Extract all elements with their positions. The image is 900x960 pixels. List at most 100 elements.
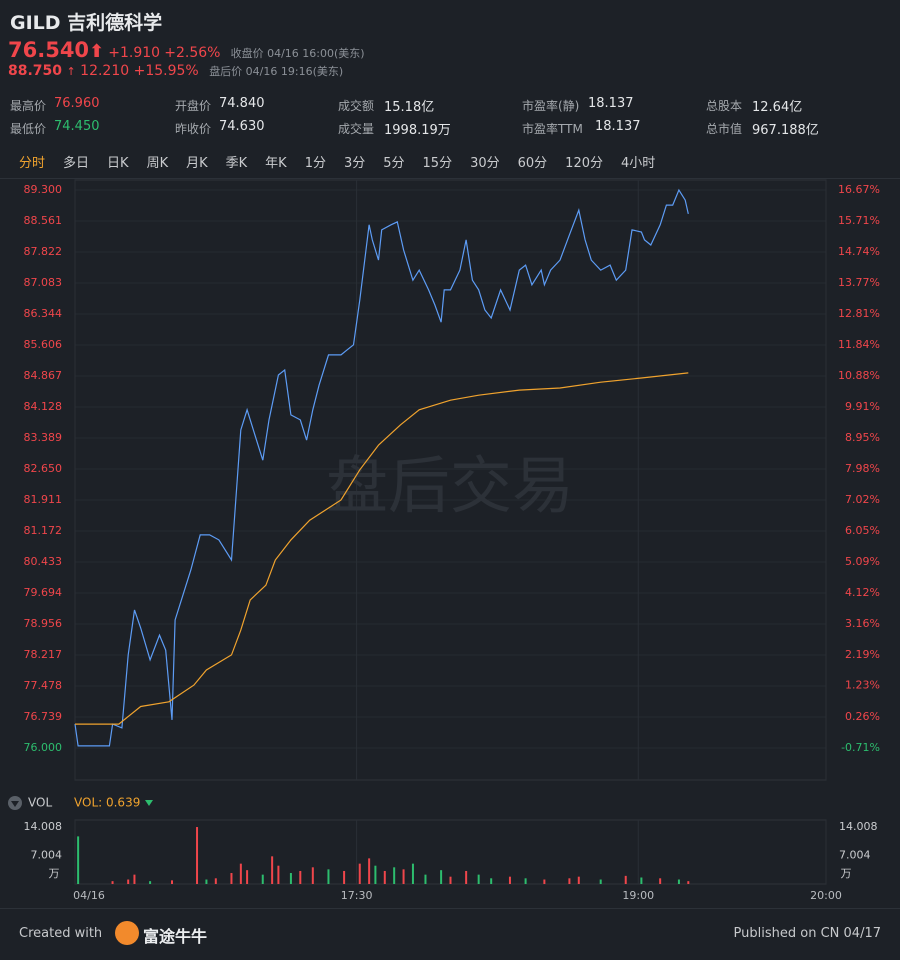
y-tick-label: 81.172	[24, 524, 63, 537]
vol-unit: 万	[49, 867, 60, 880]
vol-title: VOL	[28, 796, 52, 810]
tab[interactable]: 日K	[107, 156, 129, 171]
y2-tick-label: 10.88%	[838, 369, 880, 382]
x-tick-label: 19:00	[622, 889, 654, 902]
stat-value: 76.960	[54, 96, 100, 111]
after-price: 88.750	[8, 63, 63, 79]
volume-bar	[358, 863, 361, 884]
chart: 89.300 88.561 87.822 87.083 86.344 85.606 84.8…	[0, 178, 900, 902]
tab[interactable]: 120分	[565, 156, 603, 171]
volume-bar	[465, 870, 468, 884]
y-tick-label: 87.083	[24, 276, 63, 289]
stock-name: 吉利德科学	[67, 12, 163, 34]
tab[interactable]: 分时	[19, 156, 46, 171]
y-tick-label: 88.561	[24, 214, 63, 227]
volume-bar	[393, 867, 396, 884]
stat-value: 12.64亿	[752, 100, 803, 115]
vol-y-tick-label: 14.008	[24, 820, 63, 833]
tab[interactable]: 30分	[470, 156, 500, 171]
tab[interactable]: 4小时	[621, 156, 656, 171]
stat-value: 18.137	[595, 119, 641, 134]
volume-bar	[261, 874, 264, 884]
vol-y-tick-label: 7.004	[839, 849, 871, 862]
y2-tick-label: 8.95%	[845, 431, 880, 444]
footer-separator	[0, 908, 900, 909]
y-tick-label: 76.000	[24, 741, 63, 754]
y-tick-label: 84.128	[24, 400, 63, 413]
y-tick-label: 78.956	[24, 617, 63, 630]
y2-tick-label: 6.05%	[845, 524, 880, 537]
volume-bar	[271, 856, 274, 884]
tab[interactable]: 多日	[63, 156, 90, 171]
y-tick-label: 77.478	[24, 679, 63, 692]
volume-bar	[327, 869, 330, 884]
vol-y-tick-label: 7.004	[31, 849, 63, 862]
change: +1.910	[108, 45, 161, 61]
tab[interactable]: 5分	[383, 156, 405, 171]
stat-label: 总市值	[706, 122, 743, 136]
volume-bar	[440, 870, 443, 884]
y2-tick-label: -0.71%	[841, 741, 880, 754]
stat-label: 成交量	[338, 122, 375, 136]
volume-bar	[677, 879, 680, 884]
y2-tick-label: 4.12%	[845, 586, 880, 599]
tab[interactable]: 周K	[146, 156, 169, 171]
volume-bar	[577, 876, 580, 884]
stat-value: 74.630	[219, 119, 265, 134]
y-tick-label: 79.694	[24, 586, 63, 599]
volume-bar	[289, 873, 292, 884]
tab[interactable]: 季K	[225, 156, 248, 171]
y-tick-label: 87.822	[24, 245, 63, 258]
x-tick-label: 17:30	[341, 889, 373, 902]
tab[interactable]: 3分	[343, 156, 366, 171]
price-line	[75, 372, 689, 725]
created-with: Created with	[19, 926, 103, 941]
volume-bar	[133, 874, 136, 884]
y2-tick-label: 11.84%	[838, 338, 880, 351]
volume-bar	[196, 827, 199, 884]
volume-bar	[171, 880, 174, 884]
volume-bar	[127, 879, 130, 884]
watermark: 盘后交易	[326, 449, 574, 522]
y-tick-label: 86.344	[24, 307, 63, 320]
stat-value: 967.188亿	[752, 123, 819, 138]
volume-bar	[543, 879, 546, 884]
vol-unit: 万	[841, 867, 852, 880]
volume-bar	[111, 881, 114, 884]
close-label: 收盘价 04/16 16:00(美东)	[230, 47, 365, 60]
up-arrow: ↑	[66, 65, 76, 78]
volume-bar	[687, 881, 690, 884]
y2-tick-label: 0.26%	[845, 710, 880, 723]
tab[interactable]: 月K	[186, 156, 208, 171]
volume-bar	[490, 878, 493, 884]
stat-value: 74.840	[219, 96, 265, 111]
tab[interactable]: 年K	[265, 156, 287, 171]
volume-bar	[402, 869, 405, 884]
tab[interactable]: 15分	[422, 156, 453, 171]
after-row: 88.750 ↑ 12.210 +15.95% 盘后价 04/16 19:16(…	[8, 63, 343, 79]
volume-bar	[311, 867, 314, 884]
y2-tick-label: 15.71%	[838, 214, 880, 227]
volume-bar	[230, 873, 233, 884]
volume-bar	[411, 863, 414, 884]
volume-bar	[449, 876, 452, 884]
volume-bar	[374, 865, 377, 884]
stat-value: 1998.19万	[384, 123, 451, 138]
y-tick-label: 83.389	[24, 431, 63, 444]
stat-label: 市盈率(静)	[522, 99, 580, 113]
volume-bar	[424, 874, 427, 884]
y2-tick-label: 9.91%	[845, 400, 880, 413]
separator	[0, 178, 900, 179]
y2-tick-label: 14.74%	[838, 245, 880, 258]
volume-bar	[508, 876, 511, 884]
stat-value: 15.18亿	[384, 100, 435, 115]
volume-bar	[659, 878, 662, 884]
tab[interactable]: 1分	[304, 156, 326, 171]
brand-logo	[115, 921, 139, 945]
tab[interactable]: 60分	[517, 156, 548, 171]
y2-tick-label: 3.16%	[845, 617, 880, 630]
after-label: 盘后价 04/16 19:16(美东)	[209, 65, 344, 78]
y2-tick-label: 7.98%	[845, 462, 880, 475]
volume-bar	[205, 879, 208, 884]
